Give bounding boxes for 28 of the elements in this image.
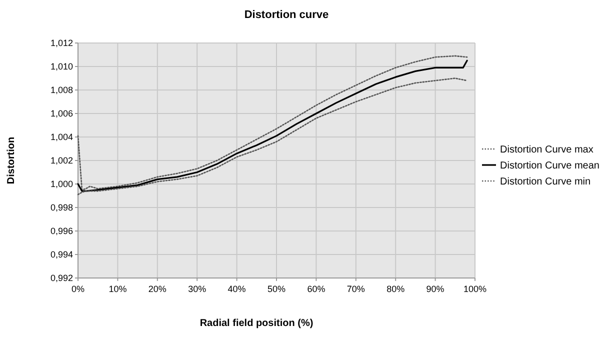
y-tick-label: 1,000 — [50, 179, 73, 190]
x-axis-title: Radial field position (%) — [200, 318, 314, 329]
y-tick-label: 1,002 — [50, 156, 73, 166]
y-tick-label: 1,008 — [50, 85, 73, 96]
y-tick-label: 1,006 — [50, 108, 73, 119]
x-tick-label: 80% — [386, 284, 405, 294]
x-tick-label: 50% — [267, 284, 286, 294]
x-tick-label: 40% — [228, 284, 246, 294]
legend-label: Distortion Curve max — [500, 144, 594, 156]
y-tick-label: 1,004 — [50, 132, 73, 142]
legend-label: Distortion Curve mean — [500, 160, 600, 172]
chart-title: Distortion curve — [244, 9, 329, 21]
x-tick-label: 100% — [463, 284, 487, 294]
x-tick-label: 60% — [307, 284, 326, 294]
y-tick-label: 0,994 — [50, 250, 73, 260]
legend-label: Distortion Curve min — [500, 176, 591, 188]
x-tick-label: 20% — [148, 284, 166, 294]
x-tick-label: 70% — [346, 284, 365, 294]
x-tick-label: 90% — [426, 284, 444, 294]
y-tick-label: 0,996 — [50, 226, 73, 236]
y-tick-label: 0,998 — [50, 202, 73, 213]
y-axis-title: Distortion — [6, 136, 17, 184]
y-tick-label: 0,992 — [50, 273, 73, 284]
x-tick-label: 10% — [108, 284, 127, 294]
x-tick-label: 30% — [188, 284, 206, 294]
x-tick-label: 0% — [71, 284, 85, 294]
y-tick-label: 1,012 — [50, 38, 73, 48]
y-tick-label: 1,010 — [50, 62, 73, 72]
